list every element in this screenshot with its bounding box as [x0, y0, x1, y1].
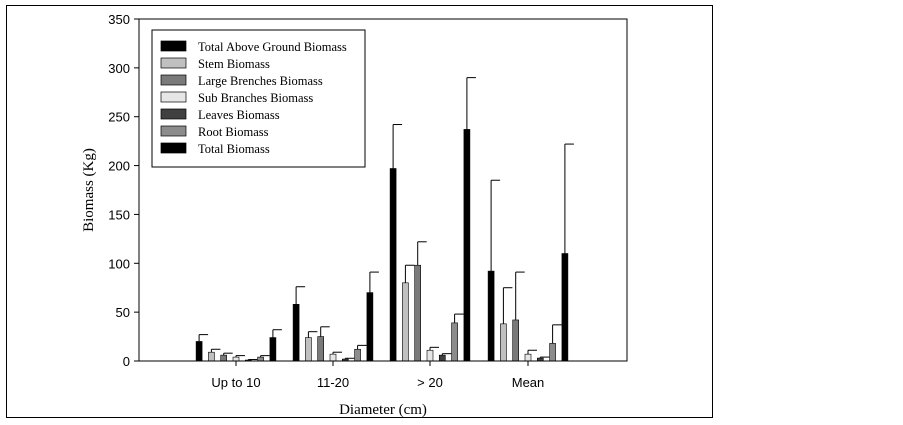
legend-swatch	[160, 91, 187, 103]
bar	[208, 351, 215, 362]
plot-area	[138, 18, 628, 362]
legend-box	[151, 29, 366, 168]
bar	[232, 356, 240, 362]
bar	[402, 282, 409, 362]
x-axis-title: Diameter (cm)	[339, 402, 427, 418]
bar	[354, 348, 361, 362]
legend-entry: Leaves Biomass	[198, 108, 280, 122]
legend-entry: Stem Biomass	[198, 57, 270, 71]
y-tick-label: 300	[108, 61, 130, 76]
legend-entry: Total Above Ground Biomass	[198, 40, 347, 54]
x-tick-label: > 20	[417, 375, 443, 390]
y-tick-label: 200	[108, 159, 130, 174]
bar	[524, 353, 532, 362]
legend-swatch	[160, 108, 187, 120]
bar	[463, 129, 471, 362]
bar	[487, 270, 495, 362]
bar	[426, 349, 434, 362]
x-tick-label: Up to 10	[211, 375, 260, 390]
bar	[329, 353, 337, 362]
bar	[317, 336, 325, 362]
y-tick-label: 350	[108, 12, 130, 27]
x-axis-tick-labels: Up to 10 11-20 > 20 Mean	[211, 361, 544, 390]
y-axis-ticks: 0 50 100 150 200 250 300 350	[108, 12, 139, 369]
y-tick-label: 100	[108, 256, 130, 271]
bar	[500, 323, 507, 362]
bar	[414, 264, 422, 362]
legend-entry: Sub Branches Biomass	[198, 91, 313, 105]
legend-swatch	[160, 125, 187, 137]
bar	[195, 341, 203, 362]
bar	[451, 322, 458, 362]
legend-entry: Large Brenches Biomass	[198, 74, 323, 88]
legend-swatch	[160, 74, 187, 86]
y-tick-label: 0	[123, 354, 130, 369]
legend-entry: Total Biomass	[198, 142, 270, 156]
bar	[389, 168, 397, 362]
legend-swatch	[160, 142, 187, 154]
legend-swatch	[160, 57, 187, 69]
bar	[257, 356, 264, 362]
legend-swatch	[160, 40, 187, 52]
y-axis-title: Biomass (Kg)	[81, 148, 97, 232]
x-tick-label: 11-20	[317, 375, 349, 390]
bar	[366, 292, 374, 362]
y-tick-label: 250	[108, 110, 130, 125]
bar	[292, 304, 300, 362]
bar	[512, 319, 520, 362]
bar	[549, 343, 556, 362]
bar	[305, 337, 312, 362]
legend: Total Above Ground Biomass Stem Biomass La…	[151, 29, 366, 168]
bar	[220, 354, 227, 362]
bar	[438, 354, 446, 362]
legend-entry: Root Biomass	[198, 125, 269, 139]
error-bars	[198, 77, 574, 361]
y-tick-label: 50	[116, 305, 130, 320]
x-tick-label: Mean	[512, 375, 545, 390]
y-tick-label: 150	[108, 207, 130, 222]
bar	[269, 337, 277, 362]
bar	[561, 253, 569, 362]
